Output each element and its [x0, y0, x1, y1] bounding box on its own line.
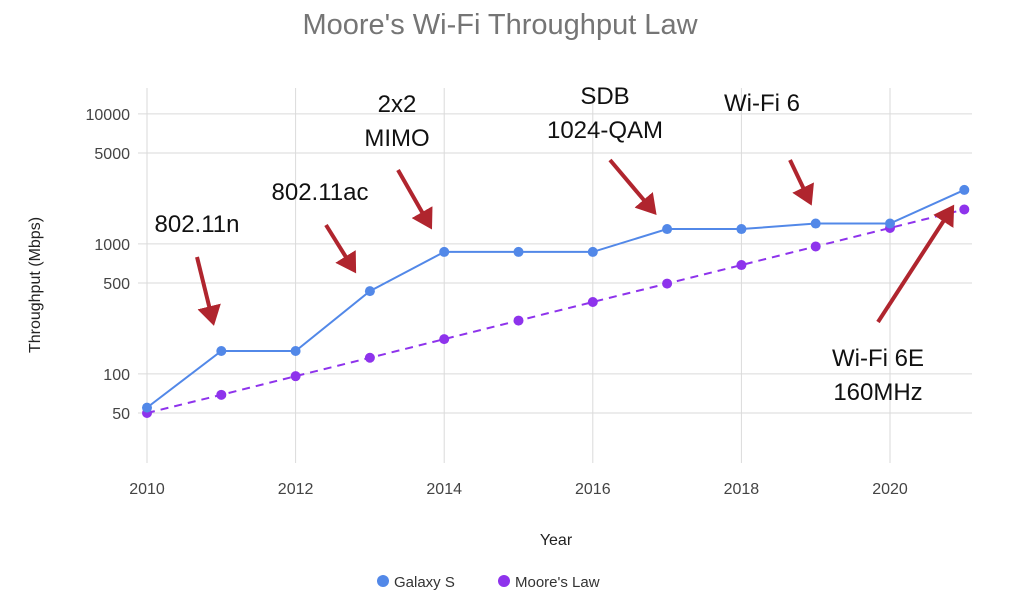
annotation-sdb: SDB 1024-QAM: [547, 83, 663, 216]
x-tick-label: 2020: [872, 481, 908, 498]
data-point-galaxy-s-2013[interactable]: [364, 286, 375, 297]
data-point-moore-s-law-2014[interactable]: [439, 334, 450, 345]
annotation-text: Wi-Fi 6: [724, 90, 800, 117]
y-tick-label: 500: [103, 276, 130, 293]
annotation-text: Wi-Fi 6E: [832, 345, 924, 372]
legend: Galaxy S Moore's Law: [377, 574, 600, 591]
annotation-text: 1024-QAM: [547, 117, 663, 144]
data-point-galaxy-s-2010[interactable]: [142, 402, 152, 413]
legend-marker-moores-law: [498, 575, 510, 587]
legend-label: Galaxy S: [394, 574, 455, 591]
x-tick-labels: 2010 2012 2014 2016 2018 2020: [129, 481, 908, 498]
annotation-wifi6: Wi-Fi 6: [724, 90, 814, 206]
annotation-text: 802.11n: [155, 211, 240, 238]
data-point-galaxy-s-2012[interactable]: [290, 345, 301, 356]
legend-marker-galaxy-s: [377, 575, 389, 587]
data-point-moore-s-law-2011[interactable]: [216, 389, 227, 400]
x-tick-label: 2010: [129, 481, 165, 498]
data-point-moore-s-law-2013[interactable]: [364, 352, 375, 363]
y-axis-label: Throughput (Mbps): [27, 217, 44, 353]
annotation-text: 160MHz: [833, 379, 922, 406]
data-point-galaxy-s-2021[interactable]: [959, 184, 970, 195]
y-tick-label: 50: [112, 406, 130, 423]
y-tick-label: 1000: [94, 237, 130, 254]
data-point-galaxy-s-2017[interactable]: [662, 224, 673, 235]
annotation-arrow: [324, 223, 357, 274]
annotation-arrow: [788, 159, 814, 206]
data-point-moore-s-law-2017[interactable]: [662, 278, 673, 289]
data-point-moore-s-law-2015[interactable]: [513, 315, 524, 326]
data-point-galaxy-s-2020[interactable]: [885, 218, 895, 229]
data-point-galaxy-s-2014[interactable]: [439, 246, 450, 257]
legend-item-moores-law[interactable]: Moore's Law: [498, 574, 600, 591]
annotation-text: SDB: [580, 83, 629, 110]
chart-title: Moore's Wi-Fi Throughput Law: [302, 9, 698, 41]
annotation-wifi6e: Wi-Fi 6E 160MHz: [832, 204, 955, 406]
gridlines: [138, 88, 972, 463]
data-point-moore-s-law-2021[interactable]: [959, 204, 970, 215]
data-point-galaxy-s-2011[interactable]: [216, 345, 227, 356]
y-tick-label: 100: [103, 367, 130, 384]
series-line-moore-s-law: [146, 208, 965, 414]
data-point-galaxy-s-2018[interactable]: [736, 224, 747, 235]
x-tick-label: 2016: [575, 481, 611, 498]
series-layer: [142, 184, 970, 418]
annotation-mimo: 2x2 MIMO: [364, 91, 433, 230]
annotation-802-11ac: 802.11ac: [272, 179, 369, 274]
data-point-galaxy-s-2019[interactable]: [810, 218, 821, 229]
y-tick-labels: 50 100 500 1000 5000 10000: [86, 107, 131, 423]
x-tick-label: 2012: [278, 481, 314, 498]
data-point-moore-s-law-2012[interactable]: [290, 371, 301, 382]
x-axis-label: Year: [540, 532, 573, 549]
legend-item-galaxy-s[interactable]: Galaxy S: [377, 574, 455, 591]
annotation-text: 802.11ac: [272, 179, 369, 206]
data-point-galaxy-s-2016[interactable]: [587, 246, 598, 257]
data-point-moore-s-law-2019[interactable]: [810, 241, 821, 252]
y-tick-label: 5000: [94, 146, 130, 163]
y-tick-label: 10000: [86, 107, 131, 124]
annotation-text: MIMO: [364, 125, 429, 152]
x-tick-label: 2018: [724, 481, 760, 498]
x-tick-label: 2014: [426, 481, 462, 498]
annotation-arrow: [195, 256, 221, 326]
annotation-text: 2x2: [378, 91, 417, 118]
annotation-arrow: [608, 158, 657, 216]
annotation-802-11n: 802.11n: [155, 211, 240, 326]
legend-label: Moore's Law: [515, 574, 600, 591]
data-point-moore-s-law-2018[interactable]: [736, 260, 747, 271]
data-point-moore-s-law-2016[interactable]: [587, 297, 598, 308]
annotation-arrow: [876, 204, 955, 324]
data-point-galaxy-s-2015[interactable]: [513, 246, 524, 257]
series-line-galaxy-s: [146, 189, 965, 409]
annotation-arrow: [396, 169, 433, 230]
